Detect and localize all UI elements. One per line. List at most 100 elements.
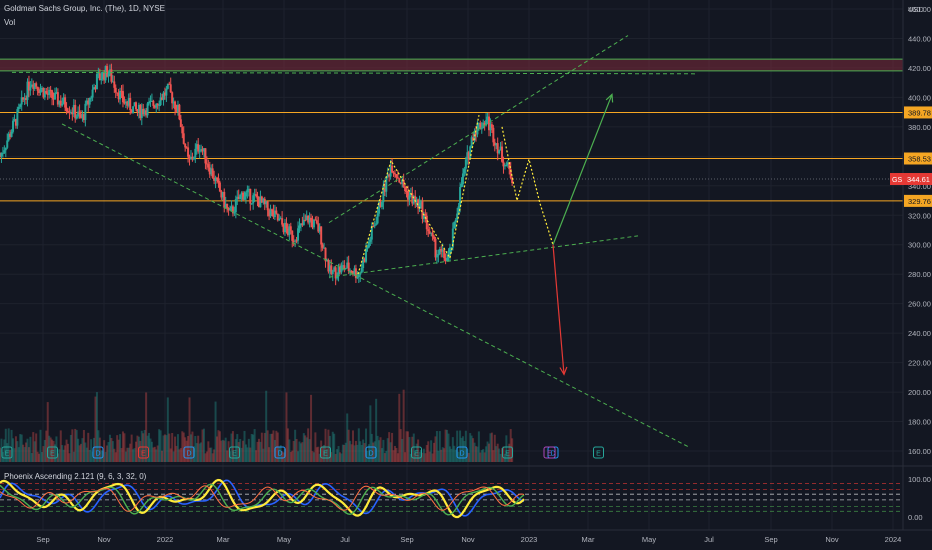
candle-body [498,150,501,154]
event-marker-box [274,446,286,459]
candle-body [211,168,214,178]
trendline [11,71,699,75]
candle-body [321,244,324,248]
candle-body [353,268,356,275]
candle-body [249,188,252,204]
time-tick-label: Nov [97,535,111,544]
volume-bar [285,392,288,462]
volume-bar [393,445,396,462]
volume-bar [65,439,68,462]
volume-bar [159,430,162,462]
volume-bar [325,448,328,462]
candle-body [162,92,165,100]
candle-body [20,97,23,105]
resistance-zone [0,59,903,71]
candle-body [373,224,376,227]
volume-bar [256,441,259,462]
candle-body [369,239,372,242]
candle-body [95,74,98,90]
price-axis[interactable]: USD460.00440.00420.00400.00380.00360.003… [890,0,932,530]
candle-body [464,159,467,169]
candle-body [132,106,135,114]
volume-bar [411,436,414,462]
candle-body [281,218,284,225]
volume-bar [22,444,25,462]
oscillator-pane [0,478,903,519]
candle-body [506,162,509,165]
volume-bar [461,436,464,462]
volume-bar [418,451,421,462]
candle-body [485,120,488,126]
candle-body [372,226,375,228]
volume-bar [19,434,22,462]
volume-bar [474,446,477,462]
candle-body [480,128,483,130]
candle-body [285,222,288,229]
volume-bar [395,447,398,462]
candle-body [59,100,62,106]
candle-body [39,89,42,93]
candle-body [155,103,158,108]
event-markers[interactable]: E E D E D E D E D E D E D EE [1,446,604,459]
candle-body [454,219,457,222]
candle-body [333,267,336,271]
trendline [328,35,629,224]
event-marker: D [274,446,286,459]
volume-bar [121,431,124,462]
candle-body [412,196,415,204]
volume-bar [223,440,226,462]
price-tick-label: 220.00 [908,359,931,368]
candle-body [255,194,258,196]
bearish-arrow [552,244,565,375]
event-marker: E [229,446,240,459]
volume-bar [53,444,56,462]
candle-body [205,163,208,165]
volume-bar [278,446,281,462]
candle-body [27,81,30,91]
candle-body [210,168,213,175]
event-marker-label: D [186,451,191,458]
candle-body [382,185,385,203]
candle-body [315,220,318,224]
candle-body [378,202,381,214]
candle-body [166,83,169,89]
candle-body [53,92,56,100]
event-marker: E [1,446,13,459]
volume-bar [425,445,428,462]
volume-bar [36,451,39,462]
volume-bar [4,428,7,462]
candle-body [192,157,195,160]
candle-body [366,247,369,249]
candle-body [250,203,253,205]
candle-body [493,142,496,146]
time-axis[interactable]: Sep Nov 2022 Mar May Jul Sep Nov 2023 Mar May Jul Se… [0,529,932,544]
volume-bar [369,405,372,462]
volume-bar [139,440,142,462]
candle-body [308,217,311,223]
candle-body [312,219,315,228]
volume-bar [477,431,480,462]
volume-bar [321,446,324,462]
candle-body [304,219,307,221]
candle-body [275,210,278,214]
candle-body [305,215,308,221]
volume-bar [302,433,305,462]
candle-body [231,206,234,214]
candle-body [242,192,245,200]
candle-body [273,210,276,218]
volume-bar [150,441,153,462]
candle-body [159,97,162,105]
volume-bar [12,438,15,462]
event-marker-label: E [50,451,55,458]
candle-body [466,152,469,160]
candle-body [181,127,184,134]
candle-body [35,83,38,87]
volume-bar [181,431,184,462]
volume-bar [488,443,491,462]
candle-body [42,87,45,98]
candle-body [108,69,111,74]
volume-bar [116,435,119,462]
candle-body [139,104,142,118]
event-marker-label: E [141,451,146,458]
